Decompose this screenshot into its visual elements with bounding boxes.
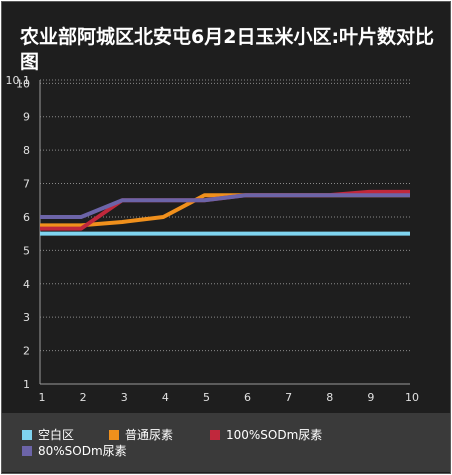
series-line-3 xyxy=(40,193,410,219)
y-tick-label: 3 xyxy=(23,311,30,324)
x-tick-label: 3 xyxy=(121,391,128,404)
y-tick-label: 4 xyxy=(23,278,30,291)
legend-label: 100%SODm尿素 xyxy=(226,428,323,442)
x-tick-label: 5 xyxy=(203,391,210,404)
y-tick-label: 10 xyxy=(16,77,30,90)
legend: 空白区 普通尿素 100%SODm尿素 80%SODm尿素 xyxy=(2,413,450,472)
x-tick-label: 4 xyxy=(162,391,169,404)
y-tick-label: 10.1 xyxy=(6,74,31,87)
legend-label: 普通尿素 xyxy=(125,428,174,442)
legend-item: 100%SODm尿素 xyxy=(210,426,322,443)
y-tick-label: 6 xyxy=(23,211,30,224)
legend-swatch xyxy=(210,429,220,440)
grid xyxy=(40,79,410,352)
y-tick-label: 1 xyxy=(23,378,30,391)
y-tick-label: 2 xyxy=(23,345,30,358)
x-tick-label: 10 xyxy=(405,391,419,404)
chart-title: 农业部阿城区北安屯6月2日玉米小区:叶片数对比图 xyxy=(20,26,435,73)
x-tick-label: 7 xyxy=(285,391,292,404)
legend-item: 80%SODm尿素 xyxy=(22,442,127,459)
legend-swatch xyxy=(109,429,119,440)
legend-label: 空白区 xyxy=(38,428,75,442)
series-lines xyxy=(40,189,410,236)
x-tick-label: 1 xyxy=(39,391,46,404)
x-tick-label: 9 xyxy=(367,391,374,404)
x-tick-label: 6 xyxy=(244,391,251,404)
x-tick-label: 2 xyxy=(80,391,87,404)
y-tick-label: 7 xyxy=(23,178,30,191)
x-tick-label: 8 xyxy=(326,391,333,404)
y-tick-label: 8 xyxy=(23,144,30,157)
legend-item: 普通尿素 xyxy=(109,426,173,443)
y-tick-label: 9 xyxy=(23,111,30,124)
legend-label: 80%SODm尿素 xyxy=(38,444,127,458)
legend-swatch xyxy=(22,429,32,440)
legend-swatch xyxy=(22,445,32,456)
x-tick-labels: 1 2 3 4 5 6 7 8 9 10 xyxy=(39,391,420,404)
legend-item: 空白区 xyxy=(22,426,74,443)
y-tick-label: 5 xyxy=(23,244,30,257)
